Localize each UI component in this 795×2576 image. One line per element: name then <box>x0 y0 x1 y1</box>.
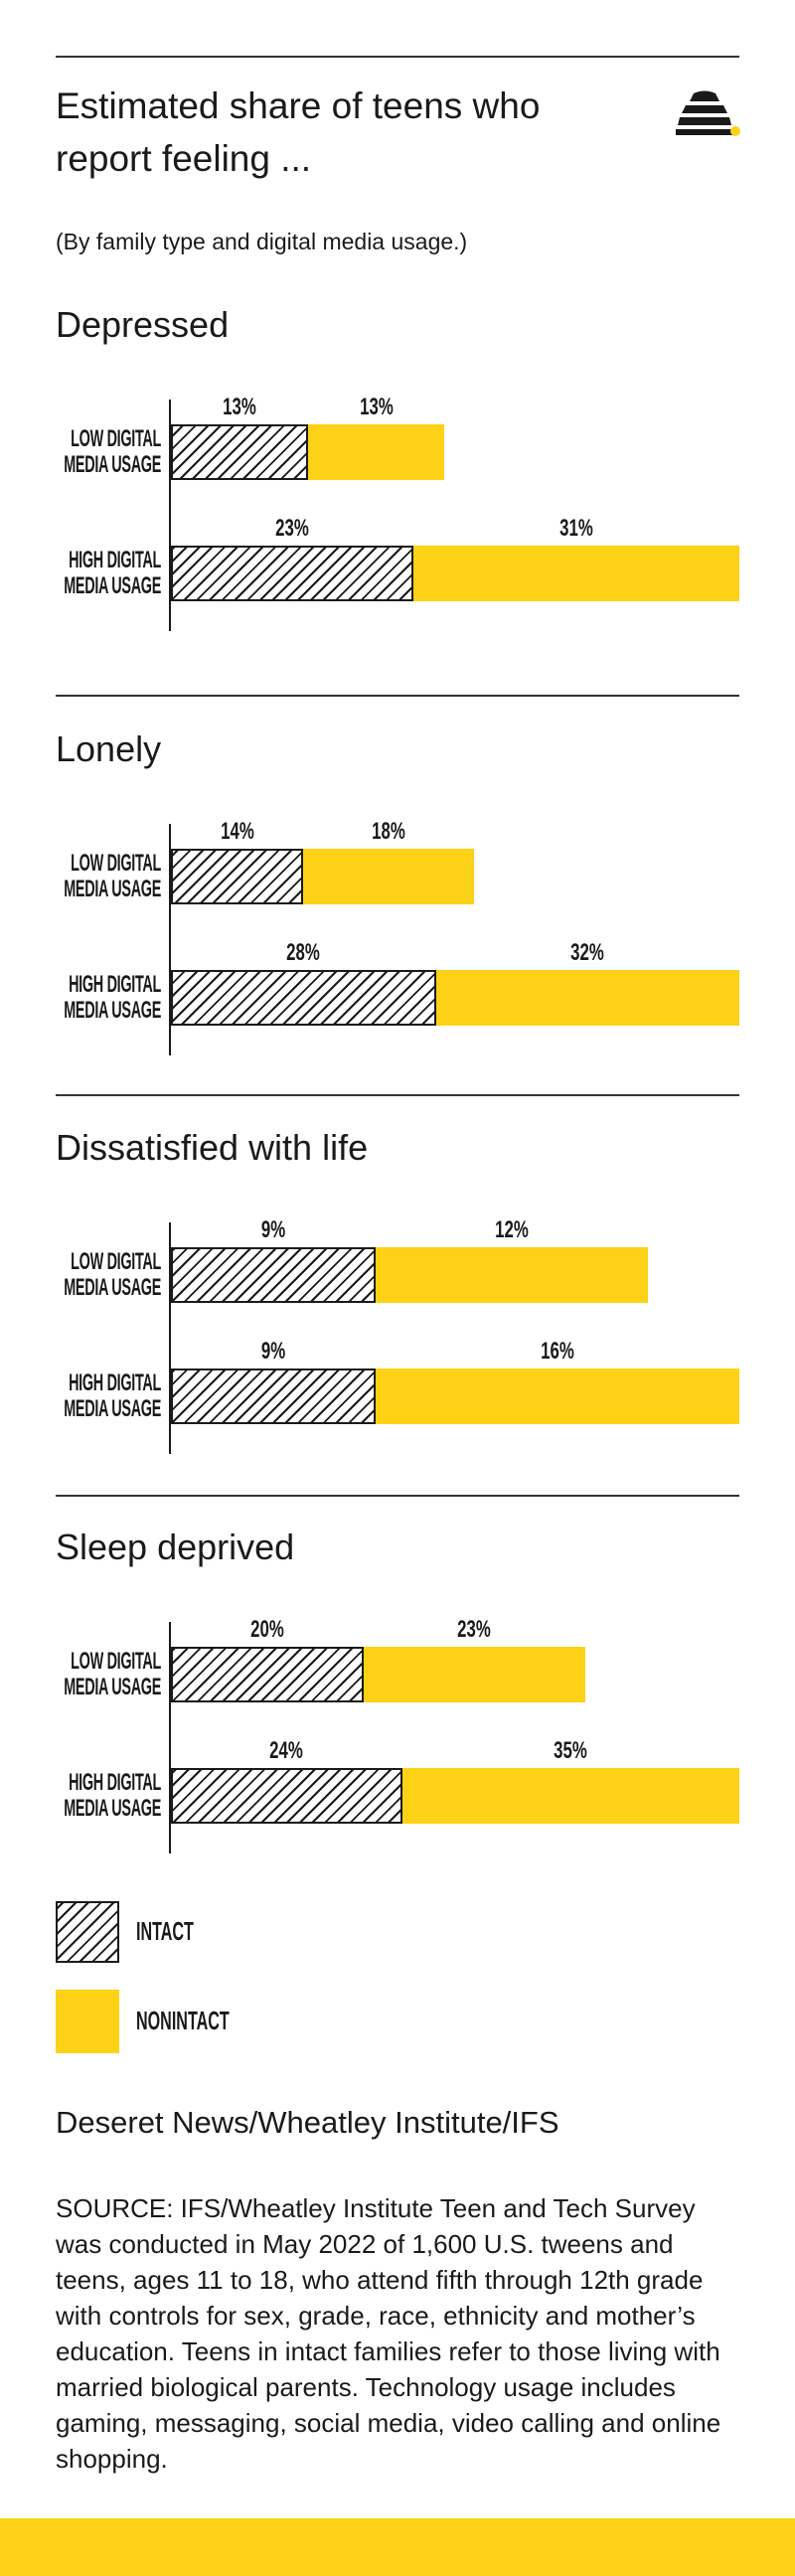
bar-segment <box>171 546 413 601</box>
value-label: 23% <box>457 1616 492 1643</box>
category-label: LOW DIGITAL MEDIA USAGE <box>64 1648 161 1700</box>
value-label: 16% <box>541 1338 574 1365</box>
bar-segment <box>171 970 436 1026</box>
value-label: 12% <box>495 1216 530 1243</box>
legend-label: INTACT <box>136 1916 194 1946</box>
bar-segment <box>412 546 739 601</box>
top-rule <box>56 56 739 58</box>
legend-label: NONINTACT <box>136 2006 230 2035</box>
category-label: LOW DIGITAL MEDIA USAGE <box>64 1248 161 1301</box>
legend-swatch <box>56 1990 119 2053</box>
legend-swatch <box>56 1901 119 1963</box>
page-title: Estimated share of teens who report feel… <box>56 85 541 179</box>
category-label: HIGH DIGITAL MEDIA USAGE <box>64 971 161 1024</box>
bar-segment <box>171 1647 364 1702</box>
axis-line <box>169 400 171 631</box>
value-label: 9% <box>260 1216 286 1243</box>
category-label: LOW DIGITAL MEDIA USAGE <box>64 850 161 902</box>
bar-segment <box>401 1768 739 1824</box>
bar-segment <box>375 1368 739 1424</box>
section-rule <box>56 1495 739 1497</box>
bar-segment <box>171 1368 376 1424</box>
value-label: 9% <box>260 1338 286 1365</box>
bar-segment <box>171 1768 402 1824</box>
value-label: 23% <box>274 515 309 542</box>
section-rule <box>56 695 739 697</box>
value-label: 18% <box>372 818 406 845</box>
chart-title: Lonely <box>56 728 162 769</box>
value-label: 35% <box>554 1737 588 1764</box>
value-label: 14% <box>220 818 254 845</box>
category-label: LOW DIGITAL MEDIA USAGE <box>64 425 161 478</box>
subtitle: (By family type and digital media usage.… <box>56 229 468 254</box>
value-label: 24% <box>269 1737 304 1764</box>
bar-segment <box>303 849 475 904</box>
category-label: HIGH DIGITAL MEDIA USAGE <box>64 1769 161 1822</box>
bar-segment <box>171 424 308 480</box>
bar-segment <box>171 1247 376 1303</box>
value-label: 20% <box>250 1616 284 1643</box>
value-label: 32% <box>570 939 605 966</box>
axis-line <box>169 824 171 1055</box>
bar-segment <box>307 424 445 480</box>
bar-segment <box>363 1647 585 1702</box>
category-label: HIGH DIGITAL MEDIA USAGE <box>64 1369 161 1422</box>
value-label: 28% <box>286 939 321 966</box>
value-label: 13% <box>223 394 256 420</box>
credit: Deseret News/Wheatley Institute/IFS <box>56 2105 559 2140</box>
bar-segment <box>435 970 739 1026</box>
footer-band <box>0 2518 795 2576</box>
chart-title: Dissatisfied with life <box>56 1127 369 1168</box>
axis-line <box>169 1222 171 1454</box>
chart-title: Depressed <box>56 304 230 345</box>
axis-line <box>169 1622 171 1853</box>
value-label: 13% <box>359 394 394 420</box>
source-note: SOURCE: IFS/Wheatley Institute Teen and … <box>56 2193 721 2474</box>
bar-segment <box>375 1247 649 1303</box>
bar-segment <box>171 849 304 904</box>
chart-title: Sleep deprived <box>56 1527 295 1567</box>
logo <box>676 90 740 136</box>
section-rule <box>56 1094 739 1096</box>
category-label: HIGH DIGITAL MEDIA USAGE <box>64 547 161 599</box>
value-label: 31% <box>558 515 593 542</box>
